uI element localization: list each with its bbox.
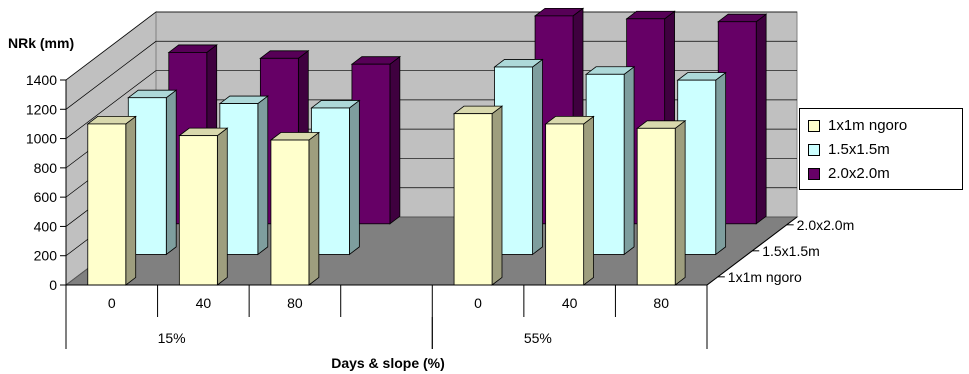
bar-front	[453, 113, 493, 286]
x-tick-label: 40	[562, 295, 578, 311]
y-tick-label: 600	[34, 189, 58, 205]
bar	[269, 131, 321, 286]
bar-side	[623, 65, 635, 256]
depth-label: 2.0x2.0m	[797, 217, 855, 233]
bar-side	[349, 99, 360, 256]
bar-side	[674, 119, 686, 286]
legend-item-1x1m: 1x1m ngoro	[808, 117, 907, 134]
bar-front	[636, 127, 676, 286]
bar-side	[165, 89, 177, 256]
y-tick-label: 200	[34, 248, 58, 264]
chart-bars	[86, 7, 768, 286]
bar-side	[755, 13, 767, 225]
legend-label: 1.5x1.5m	[828, 141, 890, 158]
depth-label: 1x1m ngoro	[728, 269, 802, 285]
bar-side	[125, 115, 137, 286]
bar-front	[270, 139, 310, 286]
legend-swatch	[808, 167, 820, 180]
legend-item-1.5x1.5m: 1.5x1.5m	[808, 141, 890, 158]
bar-side	[308, 131, 320, 286]
x-axis-title: Days & slope (%)	[331, 355, 445, 371]
bar-side	[583, 115, 594, 286]
bar	[544, 115, 595, 286]
x-tick-label: 40	[196, 295, 212, 311]
x-group-label: 15%	[158, 330, 186, 346]
legend-swatch	[808, 143, 820, 156]
x-tick-label: 0	[108, 295, 116, 311]
depth-axis-line	[706, 216, 798, 286]
bar-front	[545, 123, 585, 286]
legend-label: 2.0x2.0m	[828, 165, 890, 182]
x-tick-label: 0	[474, 295, 482, 311]
y-tick-label: 1400	[26, 72, 57, 88]
bar-side	[491, 105, 503, 286]
x-group-label: 55%	[524, 330, 552, 346]
y-tick-label: 0	[49, 277, 57, 293]
bar	[178, 127, 229, 286]
bar-side	[389, 55, 401, 225]
y-axis-title: NRk (mm)	[8, 35, 74, 51]
x-tick-label: 80	[287, 295, 303, 311]
y-tick-label: 800	[34, 160, 58, 176]
bar-front	[87, 123, 127, 286]
x-tick-label: 80	[653, 295, 669, 311]
bar-side	[532, 58, 543, 256]
legend-item-2.0x2.0m: 2.0x2.0m	[808, 165, 890, 182]
bar-side	[216, 127, 228, 286]
bar	[86, 115, 137, 286]
depth-label: 1.5x1.5m	[762, 243, 820, 259]
legend: 1x1m ngoro 1.5x1.5m 2.0x2.0m	[799, 108, 963, 190]
bar	[452, 105, 504, 286]
y-tick-label: 1000	[26, 131, 57, 147]
legend-label: 1x1m ngoro	[828, 117, 908, 134]
bar-front	[178, 135, 218, 286]
y-tick-label: 400	[34, 218, 58, 234]
bar-side	[715, 71, 727, 256]
legend-swatch	[808, 119, 820, 132]
bar-side	[257, 95, 269, 256]
y-tick-label: 1200	[26, 101, 57, 117]
bar	[636, 119, 687, 286]
